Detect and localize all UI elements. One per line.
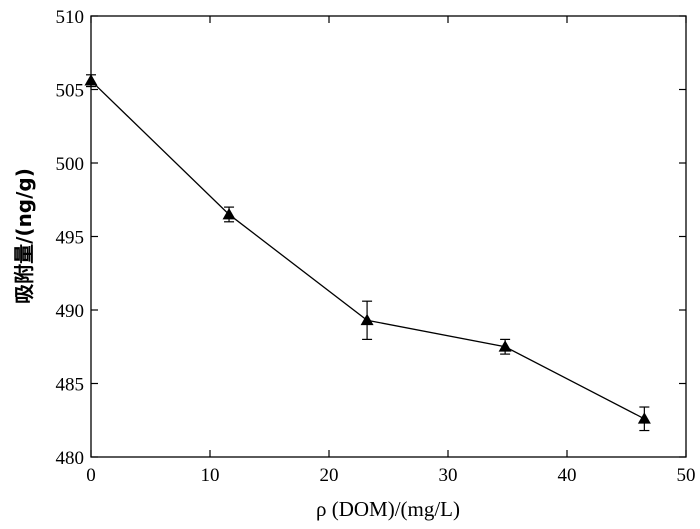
y-axis-title: 吸附量/(ng/g)	[12, 168, 36, 304]
x-axis-title: ρ (DOM)/(mg/L)	[316, 497, 460, 521]
data-series	[84, 74, 651, 432]
x-tick-label: 0	[86, 465, 96, 486]
y-tick-label: 510	[56, 7, 85, 28]
plot-frame	[90, 15, 687, 458]
y-tick-label: 495	[56, 228, 85, 249]
x-tick-label: 40	[558, 465, 577, 486]
x-tick-label: 10	[201, 465, 220, 486]
y-tick-label: 505	[56, 81, 85, 102]
x-tick-label: 50	[677, 465, 696, 486]
data-point	[222, 207, 236, 220]
y-tick-label: 480	[56, 448, 85, 469]
data-point	[360, 313, 374, 326]
y-tick-label: 485	[56, 375, 85, 396]
x-tick-label: 20	[320, 465, 339, 486]
data-point	[637, 412, 651, 424]
y-tick-label: 500	[56, 154, 85, 175]
y-tick-label: 490	[56, 301, 85, 322]
series-line	[90, 80, 645, 420]
tick-labels: 0 10 20 30 40 50 480 485 490 495 500 505 510	[56, 7, 696, 486]
data-point	[498, 340, 512, 352]
axis-ticks	[90, 15, 687, 458]
data-point	[84, 74, 98, 86]
x-tick-label: 30	[439, 465, 458, 486]
